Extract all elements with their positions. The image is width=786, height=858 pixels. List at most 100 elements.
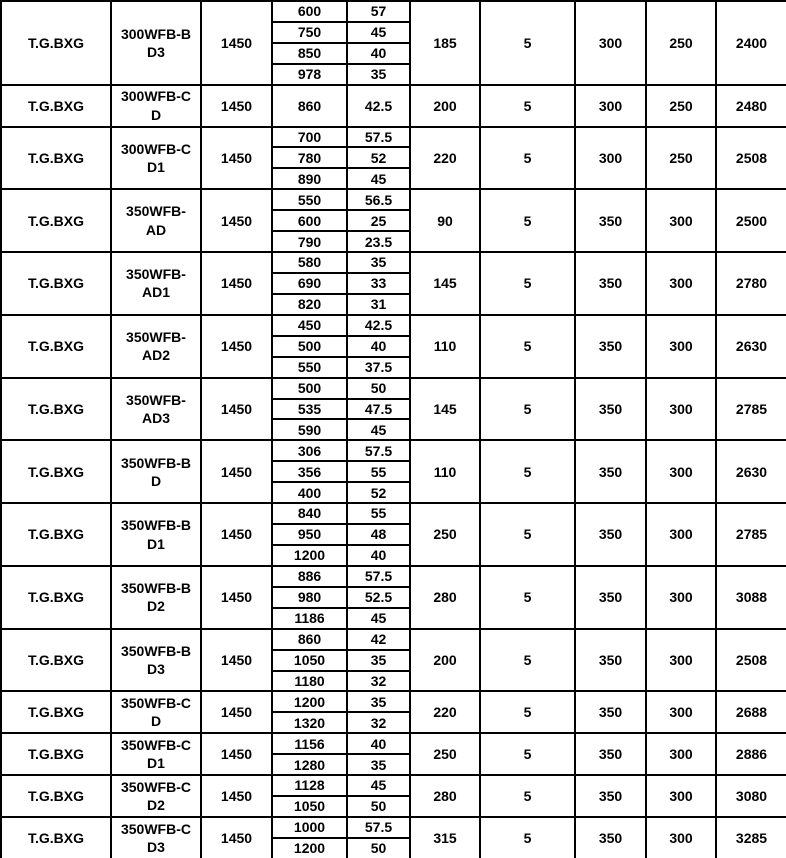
weight-cell: 2780 <box>715 251 786 316</box>
flow-cell: 590 <box>271 418 348 442</box>
table-row: 535 47.5 <box>1 397 786 421</box>
weight-cell: 2500 <box>715 188 786 254</box>
table-row: T.G.BXG 350WFB-B D3 1450 860 42 200 5 350 300 250… <box>0 627 786 693</box>
weight-cell: 3285 <box>715 815 786 858</box>
head-cell: 31 <box>346 292 411 316</box>
power-cell: 250 <box>409 502 481 567</box>
flow-cell: 1050 <box>271 795 348 818</box>
inlet-cell: 300 <box>645 564 717 630</box>
table-row: 550 37.5 <box>1 355 786 379</box>
head-cell: 57.5 <box>346 439 411 463</box>
model-cell: 350WFB- AD2 <box>110 313 202 379</box>
flow-cell: 860 <box>271 627 348 651</box>
model-cell: 350WFB-B D2 <box>110 564 202 630</box>
model-cell: 350WFB-B D1 <box>110 502 202 567</box>
outlet-cell: 300 <box>574 125 647 191</box>
flow-cell: 500 <box>271 334 348 358</box>
weight-cell: 2630 <box>715 313 786 379</box>
table-row: 600 25 <box>1 209 786 233</box>
table-row: T.G.BXG 350WFB- AD3 1450 500 50 145 5 350 300 278… <box>0 376 786 442</box>
weight-cell: 2630 <box>715 439 786 505</box>
suction-cell: 5 <box>479 502 576 567</box>
inlet-cell: 300 <box>645 376 717 442</box>
head-cell: 42 <box>346 627 411 651</box>
model-cell: 350WFB-C D <box>110 690 202 735</box>
flow-cell: 1186 <box>271 606 348 630</box>
brand-cell: T.G.BXG <box>0 439 112 505</box>
table-row: 980 52.5 <box>1 585 786 609</box>
table-row: T.G.BXG 350WFB-C D3 1450 1000 57.5 315 5 350 300… <box>0 815 786 858</box>
outlet-cell: 350 <box>574 188 647 254</box>
table-row: 1200 40 <box>1 543 786 567</box>
head-cell: 52 <box>346 146 411 170</box>
table-row: T.G.BXG 300WFB-B D3 1450 600 57 185 5 300 250 240… <box>0 0 786 86</box>
suction-cell: 5 <box>479 376 576 442</box>
suction-cell: 5 <box>479 690 576 735</box>
weight-cell: 2480 <box>715 83 786 128</box>
weight-cell: 2785 <box>715 502 786 567</box>
power-cell: 145 <box>409 251 481 316</box>
inlet-cell: 300 <box>645 251 717 316</box>
inlet-cell: 300 <box>645 732 717 777</box>
head-cell: 45 <box>346 606 411 630</box>
outlet-cell: 300 <box>574 83 647 128</box>
head-cell: 57.5 <box>346 564 411 588</box>
head-cell: 57.5 <box>346 125 411 149</box>
flow-cell: 850 <box>271 41 348 65</box>
speed-cell: 1450 <box>200 564 273 630</box>
flow-cell: 980 <box>271 585 348 609</box>
inlet-cell: 300 <box>645 690 717 735</box>
flow-cell: 535 <box>271 397 348 421</box>
power-cell: 220 <box>409 690 481 735</box>
power-cell: 110 <box>409 439 481 505</box>
flow-cell: 1050 <box>271 648 348 672</box>
table-row: 1280 35 <box>1 753 786 777</box>
table-row: 1320 32 <box>1 711 786 735</box>
flow-cell: 550 <box>271 188 348 212</box>
speed-cell: 1450 <box>200 125 273 191</box>
flow-cell: 400 <box>271 481 348 505</box>
flow-cell: 750 <box>271 20 348 44</box>
flow-cell: 1200 <box>271 690 348 714</box>
weight-cell: 3080 <box>715 774 786 818</box>
speed-cell: 1450 <box>200 690 273 735</box>
flow-cell: 600 <box>271 0 348 23</box>
flow-cell: 580 <box>271 251 348 274</box>
speed-cell: 1450 <box>200 0 273 86</box>
power-cell: 220 <box>409 125 481 191</box>
head-cell: 23.5 <box>346 230 411 254</box>
table-row: T.G.BXG 350WFB-C D2 1450 1128 45 280 5 350 300 30… <box>0 774 786 818</box>
power-cell: 280 <box>409 564 481 630</box>
speed-cell: 1450 <box>200 627 273 693</box>
outlet-cell: 350 <box>574 815 647 858</box>
table-row: 500 40 <box>1 334 786 358</box>
weight-cell: 2785 <box>715 376 786 442</box>
head-cell: 57 <box>346 0 411 23</box>
head-cell: 35 <box>346 753 411 777</box>
head-cell: 52.5 <box>346 585 411 609</box>
power-cell: 280 <box>409 774 481 818</box>
power-cell: 315 <box>409 815 481 858</box>
inlet-cell: 300 <box>645 774 717 818</box>
table-row: T.G.BXG 350WFB- AD2 1450 450 42.5 110 5 350 300 2… <box>0 313 786 379</box>
model-cell: 300WFB-B D3 <box>110 0 202 86</box>
inlet-cell: 300 <box>645 815 717 858</box>
weight-cell: 2688 <box>715 690 786 735</box>
head-cell: 56.5 <box>346 188 411 212</box>
flow-cell: 820 <box>271 292 348 316</box>
model-cell: 350WFB-C D2 <box>110 774 202 818</box>
model-cell: 350WFB-C D3 <box>110 815 202 858</box>
flow-cell: 700 <box>271 125 348 149</box>
speed-cell: 1450 <box>200 251 273 316</box>
head-cell: 50 <box>346 836 411 858</box>
head-cell: 45 <box>346 167 411 191</box>
head-cell: 48 <box>346 523 411 546</box>
table-row: 820 31 <box>1 292 786 316</box>
head-cell: 52 <box>346 481 411 505</box>
head-cell: 37.5 <box>346 355 411 379</box>
table-row: T.G.BXG 300WFB-C D1 1450 700 57.5 220 5 300 250 2… <box>0 125 786 191</box>
head-cell: 47.5 <box>346 397 411 421</box>
table-row: T.G.BXG 350WFB-C D 1450 1200 35 220 5 350 300 268… <box>0 690 786 735</box>
table-row: T.G.BXG 350WFB-B D1 1450 840 55 250 5 350 300 278… <box>0 502 786 567</box>
